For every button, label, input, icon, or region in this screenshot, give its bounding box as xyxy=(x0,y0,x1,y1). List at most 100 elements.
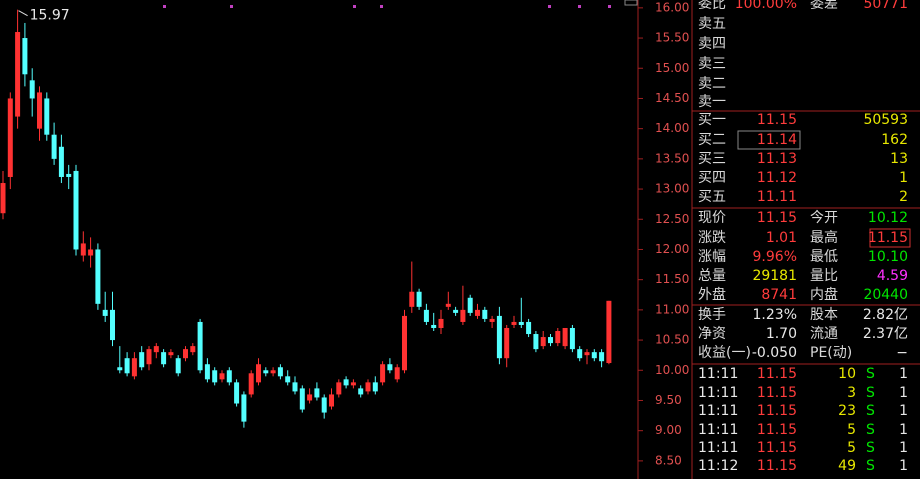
panel-text: 11.15 xyxy=(757,403,797,419)
panel-text: 量比 xyxy=(810,268,838,284)
candle-body xyxy=(518,321,524,325)
panel-text: 100.00% xyxy=(735,0,797,12)
panel-text: S xyxy=(866,458,875,474)
panel-text: 49 xyxy=(838,458,856,474)
panel-text: 162 xyxy=(881,132,908,148)
candle-body xyxy=(423,309,429,322)
scroll-button[interactable] xyxy=(624,0,638,6)
candle-body xyxy=(22,38,28,75)
candle-body xyxy=(431,324,437,328)
candle-body xyxy=(66,173,72,177)
candle-body xyxy=(263,370,269,374)
panel-text: 最低 xyxy=(810,249,838,265)
candle-body xyxy=(110,309,115,341)
candle-body xyxy=(29,80,35,99)
candle-body xyxy=(219,373,225,380)
panel-text: 11.12 xyxy=(757,170,797,186)
candle-body xyxy=(168,352,174,356)
candle-body xyxy=(416,291,422,307)
panel-text: 3 xyxy=(847,385,856,401)
panel-text: 11.15 xyxy=(757,458,797,474)
candle-body xyxy=(0,183,6,214)
panel-text: 11:11 xyxy=(698,366,738,382)
candle-body xyxy=(124,358,130,374)
panel-text: 11.11 xyxy=(757,189,797,205)
panel-text: 卖三 xyxy=(698,56,726,72)
panel-text: 50593 xyxy=(863,112,908,128)
panel-text: 流通 xyxy=(810,326,838,342)
panel-text: 11.15 xyxy=(757,440,797,456)
candle-body xyxy=(131,358,137,377)
panel-text: 净资 xyxy=(698,326,726,342)
candle-body xyxy=(402,315,407,371)
candle-body xyxy=(197,321,203,371)
panel-text: 11.15 xyxy=(757,210,797,226)
candle-body xyxy=(562,327,568,347)
candle-body xyxy=(591,352,597,359)
panel-text: 11.15 xyxy=(757,366,797,382)
y-tick-label: 12.50 xyxy=(655,212,689,226)
panel-text: 8741 xyxy=(761,287,797,303)
panel-text: S xyxy=(866,366,875,382)
candle-body xyxy=(204,364,210,380)
candle-body xyxy=(58,146,64,177)
candle-body xyxy=(80,243,86,256)
candle-body xyxy=(606,300,612,364)
y-tick-label: 16.00 xyxy=(655,0,689,14)
candle-body xyxy=(475,309,480,316)
candle-body xyxy=(292,382,298,392)
candle-body xyxy=(526,321,532,335)
panel-text: 11.15 xyxy=(757,112,797,128)
candle-body xyxy=(248,373,254,395)
candle-body xyxy=(73,170,79,250)
candle-body xyxy=(599,352,605,362)
candle-body xyxy=(183,349,188,359)
panel-text: 总量 xyxy=(698,268,726,284)
panel-text: 2.37亿 xyxy=(863,326,908,342)
candle-body xyxy=(467,297,473,313)
panel-text: 买二 xyxy=(698,132,726,148)
candle-body xyxy=(584,352,590,356)
candle-body xyxy=(51,134,57,159)
panel-text: 股本 xyxy=(810,307,838,323)
candle-body xyxy=(146,349,152,365)
candle-body xyxy=(533,334,539,350)
panel-text: 卖一 xyxy=(698,94,726,110)
panel-text: 涨幅 xyxy=(698,249,726,265)
panel-text: 外盘 xyxy=(698,286,726,303)
y-tick-label: 11.00 xyxy=(655,302,689,316)
panel-text: 委比 xyxy=(698,0,726,12)
candle-body xyxy=(482,309,488,319)
candle-body xyxy=(504,327,510,359)
candle-body xyxy=(321,397,327,413)
candle-body xyxy=(380,364,386,383)
panel-text: 50771 xyxy=(863,0,908,12)
candle-body xyxy=(358,388,364,395)
panel-text: 23 xyxy=(838,403,856,419)
candle-body xyxy=(438,318,444,328)
panel-text: 买五 xyxy=(698,189,726,205)
panel-text: 1 xyxy=(899,458,908,474)
panel-text: − xyxy=(896,345,908,361)
candle-body xyxy=(409,291,415,307)
candle-body xyxy=(226,370,232,383)
y-tick-label: 9.50 xyxy=(655,393,682,407)
panel-text: 买三 xyxy=(698,151,726,167)
panel-text: 1 xyxy=(899,170,908,186)
candle-body xyxy=(314,388,320,398)
panel-text: 9.96% xyxy=(753,249,797,265)
peak-arrow xyxy=(18,10,28,17)
candle-body xyxy=(256,364,261,383)
candle-body xyxy=(394,367,400,380)
candle-body xyxy=(569,327,575,350)
panel-text: 11.15 xyxy=(757,385,797,401)
candle-body xyxy=(460,309,466,322)
candle-body xyxy=(139,352,145,368)
panel-text: 卖二 xyxy=(698,76,726,92)
y-tick-label: 10.00 xyxy=(655,363,689,377)
candle-body xyxy=(161,352,167,365)
panel-text: 卖五 xyxy=(698,16,726,32)
candle-body xyxy=(44,98,50,135)
